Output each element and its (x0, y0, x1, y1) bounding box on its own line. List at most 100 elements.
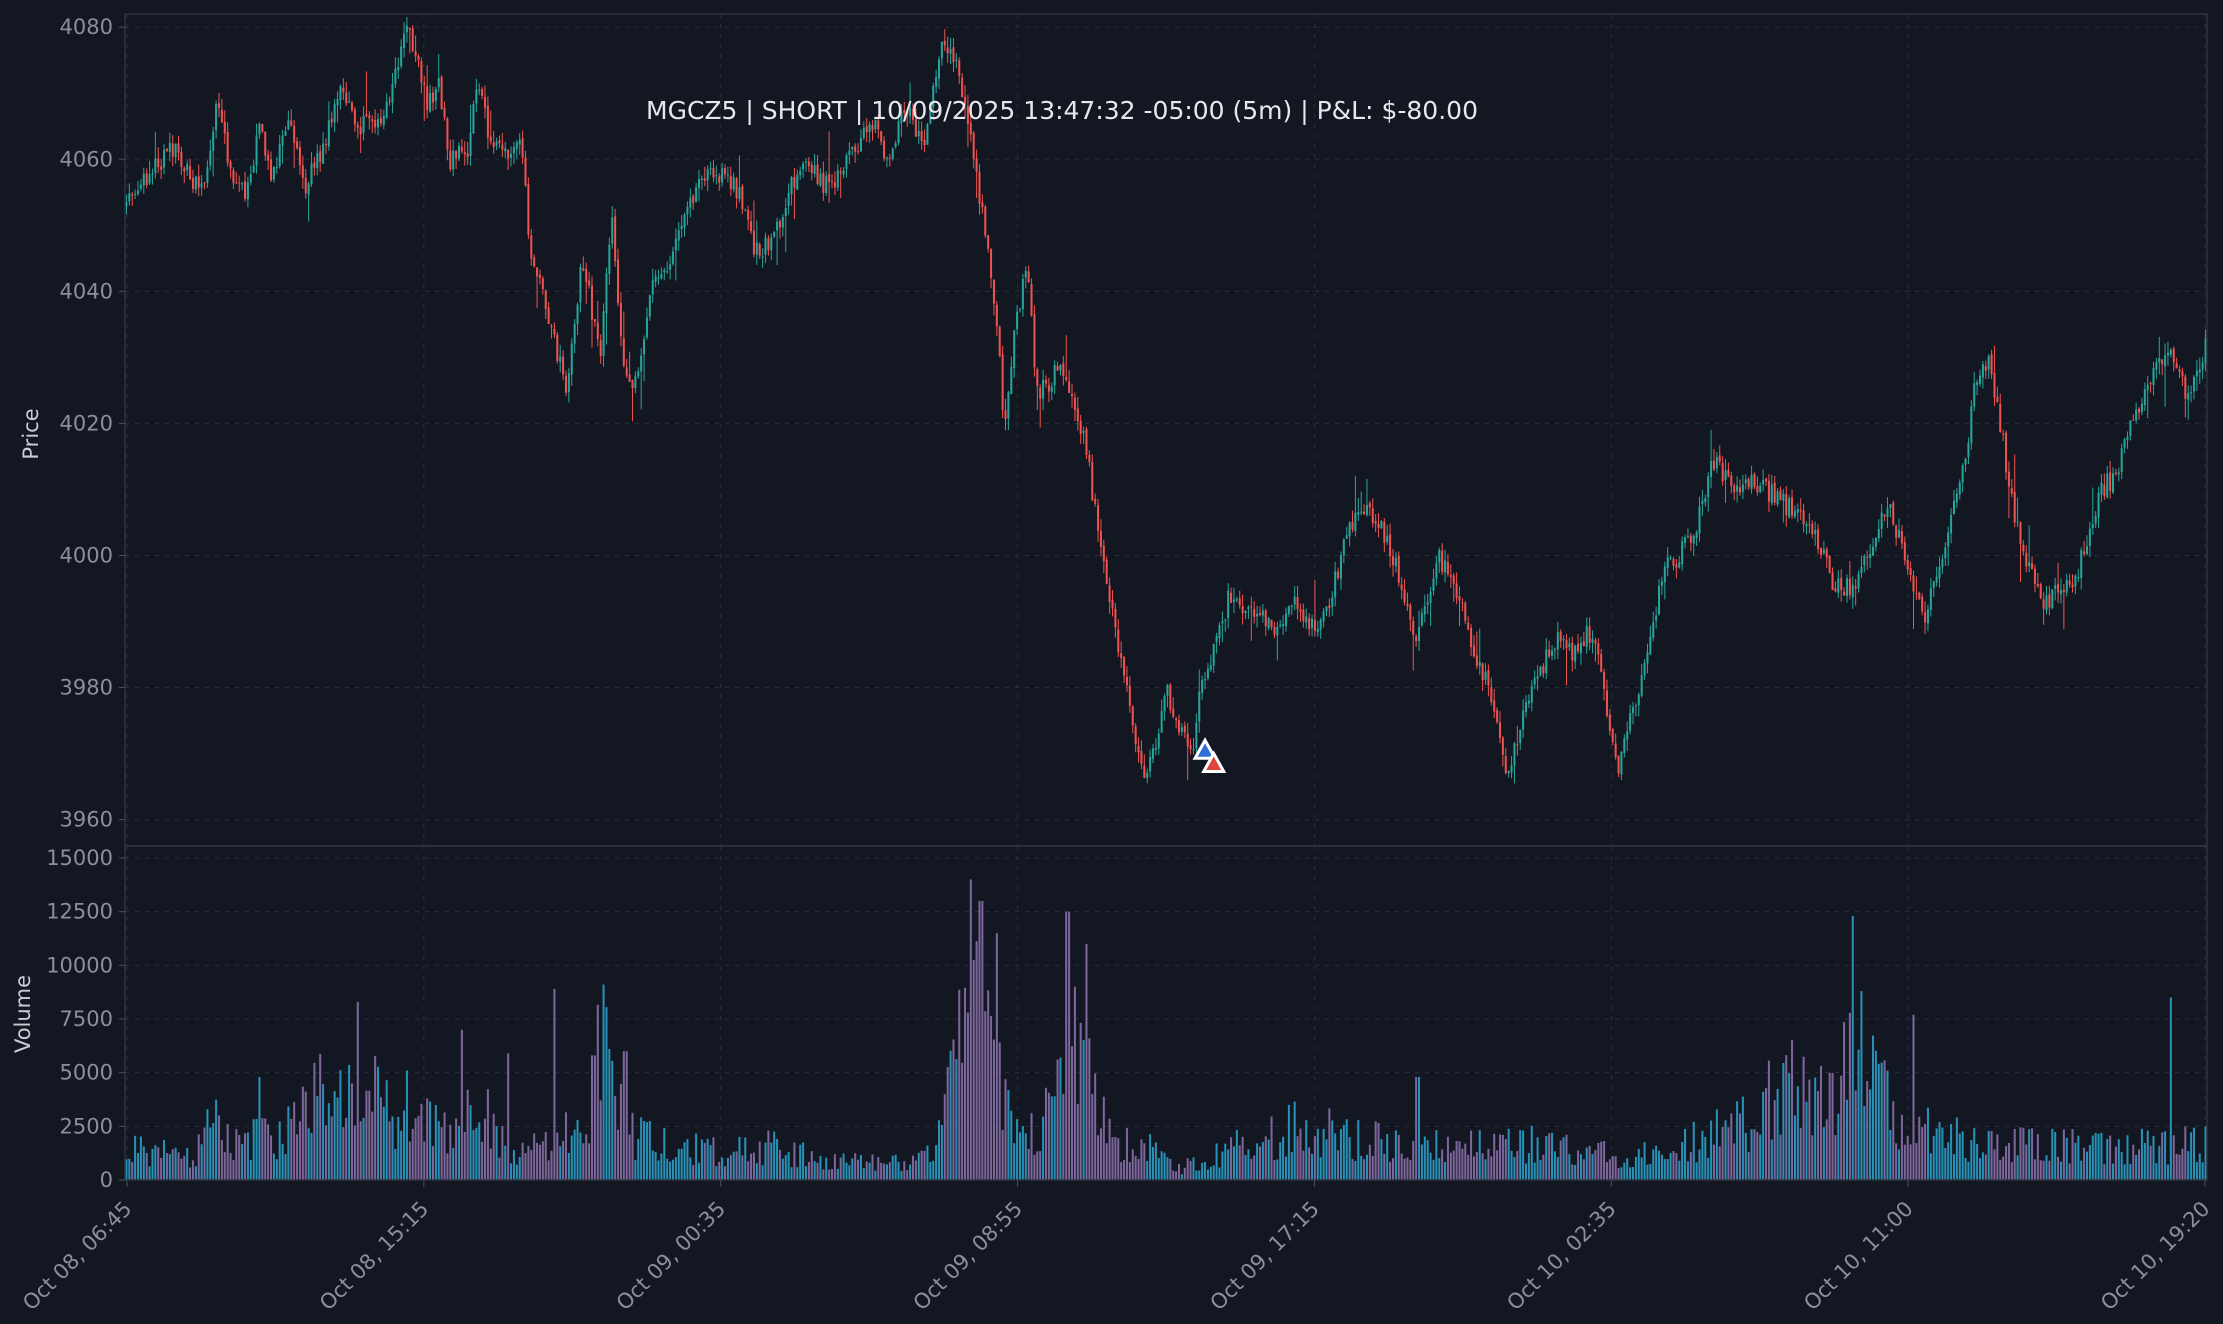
candle-body (961, 77, 964, 98)
volume-bar (267, 1124, 270, 1180)
candle-body (943, 40, 946, 46)
candle-body (1854, 586, 1857, 589)
candle-body (1935, 576, 1938, 583)
candle-body (1643, 662, 1646, 676)
candle-body (1290, 605, 1293, 608)
volume-bar (2166, 1164, 2169, 1180)
volume-bar (2204, 1126, 2207, 1180)
candle-body (449, 150, 452, 170)
candle-body (270, 159, 273, 181)
volume-bar (2019, 1127, 2022, 1180)
volume-bar (481, 1141, 484, 1180)
candle-body (643, 339, 646, 355)
candle-body (1961, 465, 1964, 483)
candle-body (174, 143, 177, 158)
volume-bar (1172, 1170, 1175, 1180)
candle-body (1389, 534, 1392, 557)
volume-bar (726, 1157, 729, 1180)
volume-bar (330, 1116, 333, 1180)
volume-bar (1400, 1153, 1403, 1180)
candle-body (1047, 385, 1050, 392)
candle-body (1007, 392, 1010, 419)
candle-body (426, 86, 429, 111)
candle-body (1926, 609, 1929, 624)
volume-bar (1073, 986, 1076, 1180)
volume-bar (582, 1143, 585, 1180)
candle-body (764, 237, 767, 255)
candle-body (2155, 362, 2158, 370)
volume-bar (1470, 1130, 1473, 1180)
volume-bar (1313, 1136, 1316, 1180)
volume-bar (1363, 1159, 1366, 1180)
candle-body (990, 249, 993, 278)
candle-body (1198, 691, 1201, 722)
candle-body (1235, 599, 1238, 601)
volume-bar (1710, 1120, 1713, 1180)
candle-body (1247, 606, 1250, 610)
volume-bar (1250, 1158, 1253, 1180)
volume-bar (2106, 1139, 2109, 1180)
candle-body (909, 107, 912, 117)
candle-body (1449, 575, 1452, 577)
candle-body (217, 103, 220, 108)
volume-bar (1689, 1152, 1692, 1180)
candle-body (1287, 606, 1290, 614)
candle-body (1204, 679, 1207, 681)
volume-bar (261, 1118, 264, 1180)
volume-bar (1767, 1060, 1770, 1180)
candle-body (443, 107, 446, 118)
volume-bar (1394, 1130, 1397, 1180)
candle-body (2051, 589, 2054, 609)
volume-bar (987, 990, 990, 1180)
panel-frames (124, 13, 2208, 1181)
volume-bar (1163, 1152, 1166, 1180)
volume-bar (1091, 1094, 1094, 1180)
candle-body (1924, 612, 1927, 623)
candle-body (1736, 485, 1739, 492)
volume-bar (1183, 1167, 1186, 1180)
candle-body (874, 119, 877, 130)
candle-body (1475, 655, 1478, 666)
candle-body (1704, 498, 1707, 503)
candle-body (1652, 622, 1655, 638)
volume-bar (1287, 1104, 1290, 1180)
candle-body (917, 131, 920, 137)
volume-bar (845, 1162, 848, 1180)
volume-bar (1574, 1164, 1577, 1180)
volume-bar (1189, 1160, 1192, 1180)
volume-bar (1539, 1160, 1542, 1180)
volume-bar (1843, 1022, 1846, 1180)
candle-body (356, 124, 359, 128)
candle-body (654, 276, 657, 282)
candle-body (197, 176, 200, 188)
volume-bar (1097, 1135, 1100, 1180)
volume-bar (1178, 1163, 1181, 1180)
candle-body (1316, 628, 1319, 633)
volume-bar (2129, 1163, 2132, 1180)
volume-bar (1744, 1132, 1747, 1180)
volume-bar (778, 1149, 781, 1180)
candle-body (706, 169, 709, 181)
candle-body (1273, 626, 1276, 635)
candle-body (1432, 578, 1435, 591)
volume-bar (1290, 1152, 1293, 1180)
candle-body (1773, 482, 1776, 503)
candle-body (1481, 663, 1484, 681)
volume-bar (2025, 1144, 2028, 1180)
volume-bar (634, 1160, 637, 1180)
volume-bar (1663, 1158, 1666, 1180)
candle-body (1634, 705, 1637, 707)
volume-bar (1626, 1158, 1629, 1180)
candle-body (382, 116, 385, 125)
volume-bar (171, 1149, 174, 1180)
volume-bar (1721, 1126, 1724, 1180)
price-tick-label: 3960 (60, 808, 113, 832)
volume-bar (2112, 1163, 2115, 1180)
volume-bar (1241, 1136, 1244, 1180)
volume-bar (1386, 1134, 1389, 1180)
volume-bar (1921, 1127, 1924, 1180)
volume-bar (1765, 1087, 1768, 1180)
volume-bar (1068, 911, 1071, 1180)
volume-bar (923, 1151, 926, 1180)
volume-bar (807, 1161, 810, 1180)
